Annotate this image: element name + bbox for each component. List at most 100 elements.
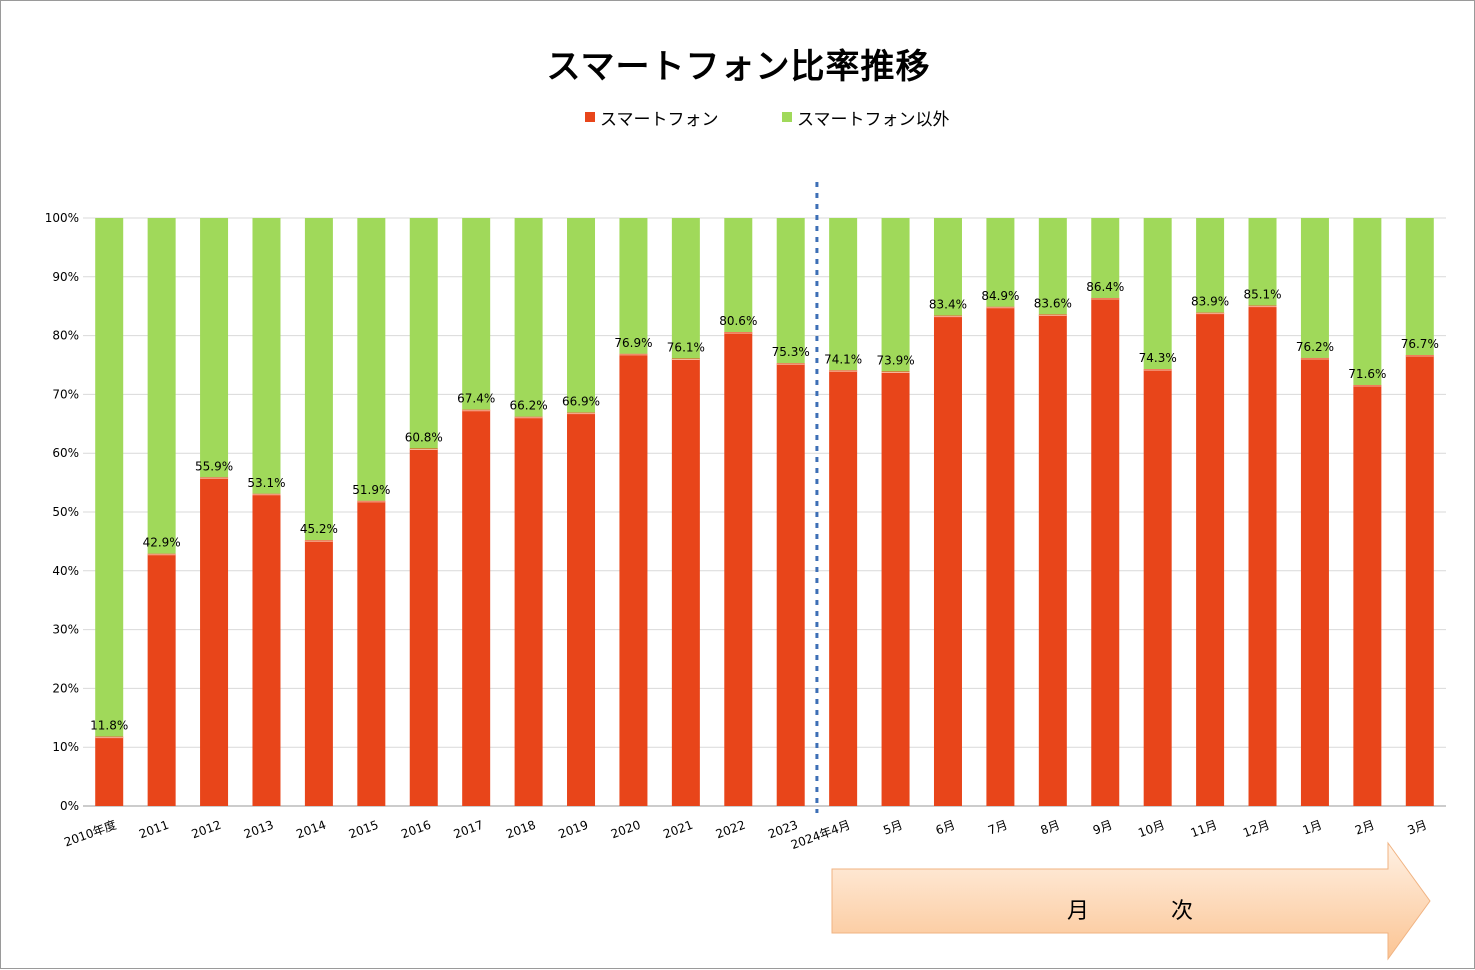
x-tick-label: 6月: [934, 818, 957, 838]
bar-non-smartphone: [95, 218, 124, 737]
bar-non-smartphone: [567, 218, 596, 413]
data-label: 51.9%: [352, 483, 390, 497]
y-tick-label: 50%: [52, 505, 79, 519]
x-tick-label: 2019: [557, 818, 590, 842]
bar-non-smartphone: [304, 218, 333, 541]
bar-non-smartphone: [724, 218, 753, 333]
bar-smartphone: [776, 363, 805, 806]
bar-non-smartphone: [986, 218, 1015, 307]
x-tick-label: 9月: [1091, 818, 1114, 838]
y-tick-label: 20%: [52, 681, 79, 695]
data-label: 42.9%: [143, 536, 181, 550]
data-label: 67.4%: [457, 392, 495, 406]
bar-smartphone: [462, 409, 491, 806]
data-label: 71.6%: [1348, 367, 1386, 381]
x-tick-label: 2020: [609, 818, 642, 842]
x-tick-label: 1月: [1301, 818, 1324, 838]
bar-smartphone: [829, 370, 858, 806]
bar-smartphone: [409, 448, 438, 806]
y-tick-label: 90%: [52, 270, 79, 284]
bar-non-smartphone: [933, 218, 962, 316]
bar-non-smartphone: [671, 218, 700, 359]
x-tick-label: 2011: [137, 818, 170, 842]
x-tick-label: 2013: [242, 818, 275, 842]
y-tick-label: 60%: [52, 446, 79, 460]
bar-smartphone: [95, 736, 124, 806]
bar-non-smartphone: [1091, 218, 1120, 298]
data-label: 76.1%: [667, 341, 705, 355]
x-tick-label: 2024年4月: [789, 818, 852, 852]
x-tick-label: 12月: [1241, 818, 1271, 840]
y-tick-label: 40%: [52, 564, 79, 578]
bar-smartphone: [1300, 357, 1329, 806]
bar-non-smartphone: [1038, 218, 1067, 315]
bar-smartphone: [1353, 384, 1382, 806]
data-label: 74.1%: [824, 352, 862, 366]
bar-non-smartphone: [147, 218, 176, 554]
data-label: 85.1%: [1243, 288, 1281, 302]
legend-label-non-smartphone: スマートフォン以外: [797, 109, 950, 130]
legend-swatch-non-smartphone: [782, 112, 792, 122]
x-tick-label: 7月: [986, 818, 1009, 838]
data-label: 80.6%: [719, 314, 757, 328]
bar-smartphone: [1091, 297, 1120, 806]
bar-non-smartphone: [462, 218, 491, 410]
bar-smartphone: [724, 332, 753, 806]
data-label: 60.8%: [405, 430, 443, 444]
bar-non-smartphone: [252, 218, 281, 494]
data-label: 53.1%: [247, 476, 285, 490]
monthly-arrow: [831, 841, 1431, 961]
x-tick-label: 5月: [881, 818, 904, 838]
data-label: 83.4%: [929, 298, 967, 312]
bar-smartphone: [567, 412, 596, 806]
bar-non-smartphone: [1405, 218, 1434, 356]
bar-non-smartphone: [1300, 218, 1329, 358]
data-label: 11.8%: [90, 719, 128, 733]
legend-item-smartphone: スマートフォン: [585, 105, 719, 130]
bar-smartphone: [881, 371, 910, 806]
y-tick-label: 10%: [52, 740, 79, 754]
data-label: 83.9%: [1191, 295, 1229, 309]
y-tick-label: 80%: [52, 329, 79, 343]
data-label: 66.9%: [562, 395, 600, 409]
bar-non-smartphone: [1196, 218, 1225, 313]
bar-smartphone: [1196, 312, 1225, 806]
x-tick-label: 2022: [714, 818, 747, 842]
x-tick-label: 2017: [452, 818, 485, 842]
bar-smartphone: [933, 315, 962, 806]
x-tick-label: 2021: [661, 818, 694, 842]
y-tick-label: 30%: [52, 623, 79, 637]
data-label: 76.2%: [1296, 340, 1334, 354]
bar-smartphone: [200, 477, 229, 806]
monthly-annotation-label: 月 次: [1067, 899, 1224, 924]
bar-smartphone: [357, 500, 386, 806]
x-tick-label: 2016: [399, 818, 432, 842]
bar-non-smartphone: [776, 218, 805, 364]
x-tick-label: 2014: [294, 818, 327, 842]
bar-smartphone: [1143, 369, 1172, 806]
data-label: 76.7%: [1401, 337, 1439, 351]
x-tick-label: 2015: [347, 818, 380, 842]
y-tick-label: 100%: [45, 211, 79, 225]
bar-smartphone: [1248, 305, 1277, 806]
bar-non-smartphone: [409, 218, 438, 449]
data-label: 76.9%: [614, 336, 652, 350]
x-tick-label: 2012: [190, 818, 223, 842]
bar-non-smartphone: [619, 218, 648, 354]
x-tick-label: 2018: [504, 818, 537, 842]
data-label: 45.2%: [300, 522, 338, 536]
x-tick-label: 2010年度: [62, 817, 118, 850]
legend-swatch-smartphone: [585, 112, 595, 122]
bar-smartphone: [1038, 314, 1067, 806]
data-label: 86.4%: [1086, 280, 1124, 294]
data-label: 73.9%: [876, 353, 914, 367]
x-tick-label: 3月: [1406, 818, 1429, 838]
data-label: 83.6%: [1034, 296, 1072, 310]
bar-smartphone: [514, 416, 543, 806]
data-label: 55.9%: [195, 459, 233, 473]
x-tick-label: 10月: [1136, 818, 1166, 840]
bar-non-smartphone: [1353, 218, 1382, 385]
bar-non-smartphone: [881, 218, 910, 372]
